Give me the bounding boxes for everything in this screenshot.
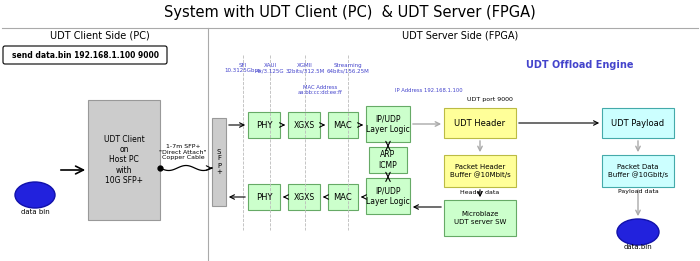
Text: System with UDT Client (PC)  & UDT Server (FPGA): System with UDT Client (PC) & UDT Server…: [164, 5, 536, 21]
Bar: [248, 184, 280, 210]
Text: MAC: MAC: [334, 193, 352, 201]
Text: UDT Client Side (PC): UDT Client Side (PC): [50, 30, 150, 40]
Text: ARP
ICMP: ARP ICMP: [379, 150, 398, 170]
Bar: [212, 118, 226, 206]
Text: UDT Header: UDT Header: [454, 118, 505, 128]
Bar: [328, 112, 358, 138]
Text: Microblaze
UDT server SW: Microblaze UDT server SW: [454, 211, 506, 224]
Text: 1-7m SFP+
"Direct Attach"
Copper Cable: 1-7m SFP+ "Direct Attach" Copper Cable: [160, 144, 206, 160]
Text: Packet Data
Buffer @10Gbit/s: Packet Data Buffer @10Gbit/s: [608, 164, 668, 178]
Text: XAUI
4x/3.125G: XAUI 4x/3.125G: [256, 63, 284, 73]
Text: UDT port 9000: UDT port 9000: [467, 98, 513, 103]
Text: PHY: PHY: [256, 121, 272, 129]
Text: Header data: Header data: [461, 189, 500, 194]
Bar: [288, 112, 320, 138]
Text: PHY: PHY: [256, 193, 272, 201]
Bar: [88, 100, 160, 220]
Text: data.bin: data.bin: [624, 244, 652, 250]
Text: IP/UDP
Layer Logic: IP/UDP Layer Logic: [366, 114, 410, 134]
Text: Packet Header
Buffer @10Mbit/s: Packet Header Buffer @10Mbit/s: [449, 164, 510, 178]
Bar: [328, 184, 358, 210]
Bar: [444, 200, 516, 236]
Bar: [366, 178, 410, 214]
Text: XGXS: XGXS: [293, 121, 314, 129]
FancyBboxPatch shape: [3, 46, 167, 64]
Ellipse shape: [15, 182, 55, 208]
Text: XGMII
32bits/312.5M: XGMII 32bits/312.5M: [286, 63, 325, 73]
Text: send data.bin 192.168.1.100 9000: send data.bin 192.168.1.100 9000: [11, 50, 158, 60]
Text: IP Address 192.168.1.100: IP Address 192.168.1.100: [395, 87, 463, 92]
Bar: [444, 108, 516, 138]
Text: UDT Offload Engine: UDT Offload Engine: [526, 60, 634, 70]
Text: XGXS: XGXS: [293, 193, 314, 201]
Ellipse shape: [617, 219, 659, 245]
Text: UDT Payload: UDT Payload: [611, 118, 664, 128]
Text: data bin: data bin: [20, 209, 50, 215]
Text: UDT Server Side (FPGA): UDT Server Side (FPGA): [402, 30, 518, 40]
Bar: [602, 108, 674, 138]
Text: Payload data: Payload data: [617, 189, 659, 194]
Bar: [444, 155, 516, 187]
Bar: [602, 155, 674, 187]
Bar: [369, 147, 407, 173]
Text: IP/UDP
Layer Logic: IP/UDP Layer Logic: [366, 186, 410, 206]
Text: Streaming
64bits/156.25M: Streaming 64bits/156.25M: [327, 63, 370, 73]
Bar: [366, 106, 410, 142]
Text: UDT Client
on
Host PC
with
10G SFP+: UDT Client on Host PC with 10G SFP+: [104, 135, 144, 185]
Text: MAC: MAC: [334, 121, 352, 129]
Text: SFI
10.3125Gbps: SFI 10.3125Gbps: [225, 63, 261, 73]
Text: MAC Address
aa:bb:cc:dd:ee:ff: MAC Address aa:bb:cc:dd:ee:ff: [298, 85, 342, 96]
Bar: [248, 112, 280, 138]
Text: S
F
P
+: S F P +: [216, 149, 222, 175]
Bar: [288, 184, 320, 210]
